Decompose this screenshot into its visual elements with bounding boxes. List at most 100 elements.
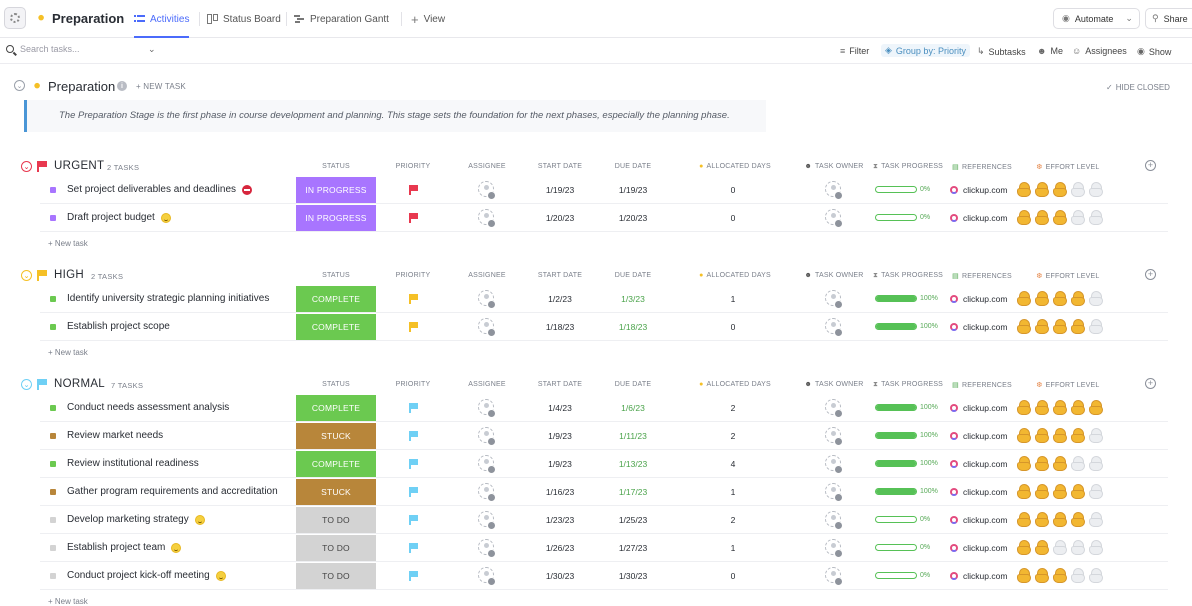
subtasks-button[interactable]: ↳ Subtasks (977, 46, 1026, 57)
effort-level-rating[interactable] (1016, 427, 1106, 444)
task-name[interactable]: Gather program requirements and accredit… (67, 486, 278, 497)
task-name-label[interactable]: Identify university strategic planning i… (67, 293, 270, 304)
column-header-allocated-days[interactable]: ● ALLOCATED DAYS (699, 163, 771, 170)
reference-label[interactable]: clickup.com (963, 543, 1008, 553)
table-row[interactable]: Conduct project kick-off meeting TO DO 1/3… (40, 562, 1168, 590)
column-header-effort-level[interactable]: ❆ EFFORT LEVEL (1037, 381, 1100, 389)
reference-link[interactable]: clickup.com (950, 571, 1007, 581)
assignee-avatar-icon[interactable] (478, 399, 496, 418)
task-name[interactable]: Establish project scope (67, 321, 170, 332)
allocated-days[interactable]: 0 (730, 185, 736, 195)
status-dot[interactable] (50, 461, 56, 467)
assignee-avatar-icon[interactable] (478, 427, 496, 446)
priority-flag-icon[interactable] (409, 487, 419, 497)
assignee-avatar-icon[interactable] (478, 567, 496, 586)
task-name[interactable]: Draft project budget (67, 212, 171, 223)
start-date[interactable]: 1/18/23 (545, 322, 575, 332)
start-date[interactable]: 1/19/23 (545, 185, 575, 195)
tab-status-board[interactable]: Status Board (207, 0, 281, 38)
table-row[interactable]: Develop marketing strategy TO DO 1/23/23 1/… (40, 506, 1168, 534)
new-task-button[interactable]: + NEW TASK (136, 82, 186, 91)
due-date[interactable]: 1/30/23 (618, 571, 648, 581)
allocated-days[interactable]: 0 (730, 322, 736, 332)
column-header-references[interactable]: ▤ REFERENCES (952, 272, 1012, 280)
task-name-label[interactable]: Review market needs (67, 430, 164, 441)
assignee-avatar-icon[interactable] (478, 290, 496, 309)
task-owner-avatar-icon[interactable] (825, 455, 843, 474)
reference-link[interactable]: clickup.com (950, 294, 1007, 304)
reference-label[interactable]: clickup.com (963, 403, 1008, 413)
status-badge[interactable]: STUCK (296, 423, 376, 449)
share-button[interactable]: ⚲ Share (1145, 8, 1192, 29)
table-row[interactable]: Establish project team TO DO 1/26/23 1/27/2… (40, 534, 1168, 562)
status-dot[interactable] (50, 405, 56, 411)
column-header-status[interactable]: STATUS (322, 272, 350, 279)
assignee-avatar-icon[interactable] (478, 511, 496, 530)
task-owner-avatar-icon[interactable] (825, 511, 843, 530)
task-owner-avatar-icon[interactable] (825, 483, 843, 502)
task-name-label[interactable]: Establish project scope (67, 321, 170, 332)
reference-link[interactable]: clickup.com (950, 487, 1007, 497)
assignee-avatar-icon[interactable] (478, 539, 496, 558)
column-header-effort-level[interactable]: ❆ EFFORT LEVEL (1037, 163, 1100, 171)
allocated-days[interactable]: 1 (730, 294, 736, 304)
start-date[interactable]: 1/20/23 (545, 213, 575, 223)
status-badge[interactable]: COMPLETE (296, 286, 376, 312)
status-dot[interactable] (50, 324, 56, 330)
table-row[interactable]: Establish project scope COMPLETE 1/18/23 1/… (40, 313, 1168, 341)
effort-level-rating[interactable] (1016, 209, 1106, 226)
start-date[interactable]: 1/2/23 (548, 294, 572, 304)
task-name-label[interactable]: Set project deliverables and deadlines (67, 184, 236, 195)
task-name[interactable]: Conduct needs assessment analysis (67, 402, 229, 413)
column-header-status[interactable]: STATUS (322, 163, 350, 170)
start-date[interactable]: 1/16/23 (545, 487, 575, 497)
task-owner-avatar-icon[interactable] (825, 567, 843, 586)
task-owner-avatar-icon[interactable] (825, 427, 843, 446)
column-header-assignee[interactable]: ASSIGNEE (468, 163, 505, 170)
column-header-status[interactable]: STATUS (322, 381, 350, 388)
status-badge[interactable]: TO DO (296, 535, 376, 561)
space-menu-button[interactable] (4, 7, 26, 29)
priority-flag-icon[interactable] (409, 515, 419, 525)
reference-link[interactable]: clickup.com (950, 403, 1007, 413)
show-button[interactable]: ◉ Show (1137, 46, 1171, 57)
task-name-label[interactable]: Gather program requirements and accredit… (67, 486, 278, 497)
column-header-priority[interactable]: PRIORITY (396, 381, 431, 388)
allocated-days[interactable]: 1 (730, 543, 736, 553)
effort-level-rating[interactable] (1016, 483, 1106, 500)
column-header-due-date[interactable]: DUE DATE (615, 272, 651, 279)
column-header-assignee[interactable]: ASSIGNEE (468, 272, 505, 279)
task-name-label[interactable]: Establish project team (67, 542, 166, 553)
effort-level-rating[interactable] (1016, 318, 1106, 335)
assignee-avatar-icon[interactable] (478, 209, 496, 228)
reference-label[interactable]: clickup.com (963, 571, 1008, 581)
effort-level-rating[interactable] (1016, 181, 1106, 198)
column-header-task-progress[interactable]: ⧗ TASK PROGRESS (873, 381, 943, 389)
new-task-button[interactable]: + New task (48, 348, 88, 357)
table-row[interactable]: Conduct needs assessment analysis COMPLET… (40, 394, 1168, 422)
new-task-button[interactable]: + New task (48, 239, 88, 248)
table-row[interactable]: Set project deliverables and deadlines IN… (40, 176, 1168, 204)
allocated-days[interactable]: 0 (730, 213, 736, 223)
table-row[interactable]: Gather program requirements and accredit… (40, 478, 1168, 506)
priority-flag-icon[interactable] (409, 543, 419, 553)
effort-level-rating[interactable] (1016, 399, 1106, 416)
status-badge[interactable]: TO DO (296, 507, 376, 533)
column-header-assignee[interactable]: ASSIGNEE (468, 381, 505, 388)
search-field[interactable]: Search tasks... (6, 44, 80, 54)
effort-level-rating[interactable] (1016, 290, 1106, 307)
group-by-button[interactable]: ◈ Group by: Priority (881, 44, 970, 57)
effort-level-rating[interactable] (1016, 455, 1106, 472)
assignees-button[interactable]: ☺ Assignees (1072, 46, 1127, 56)
table-row[interactable]: Identify university strategic planning i… (40, 285, 1168, 313)
task-owner-avatar-icon[interactable] (825, 181, 843, 200)
add-column-button[interactable]: + (1145, 269, 1156, 280)
status-badge[interactable]: STUCK (296, 479, 376, 505)
task-name-label[interactable]: Conduct project kick-off meeting (67, 570, 210, 581)
reference-link[interactable]: clickup.com (950, 431, 1007, 441)
column-header-effort-level[interactable]: ❆ EFFORT LEVEL (1037, 272, 1100, 280)
reference-label[interactable]: clickup.com (963, 213, 1008, 223)
task-name-label[interactable]: Conduct needs assessment analysis (67, 402, 230, 413)
task-name[interactable]: Establish project team (67, 542, 182, 553)
filter-button[interactable]: ≡ Filter (840, 46, 869, 56)
